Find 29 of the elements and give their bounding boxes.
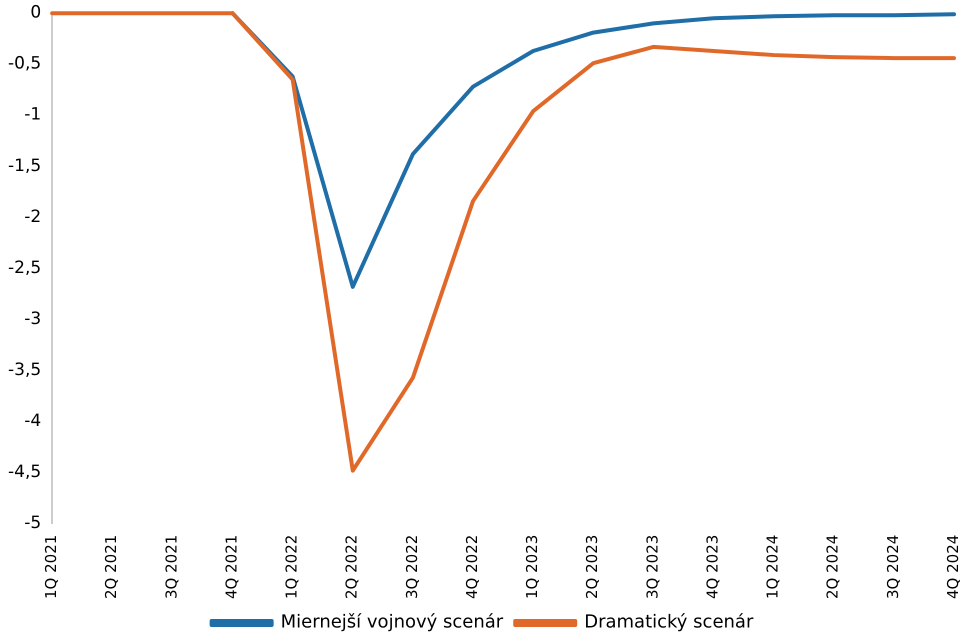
y-tick-label: -3 (24, 308, 42, 329)
x-tick-label: 1Q 2023 (523, 534, 542, 600)
x-tick-label: 4Q 2021 (222, 534, 240, 600)
x-tick-label: 4Q 2024 (944, 534, 962, 600)
y-tick-label: -2,5 (8, 258, 42, 278)
x-tick-label: 3Q 2021 (162, 534, 180, 600)
y-tick-label: -2 (24, 206, 42, 227)
x-tick-label: 3Q 2022 (402, 534, 421, 600)
y-tick-label: -3,5 (8, 360, 42, 380)
x-tick-label: 2Q 2022 (342, 534, 361, 600)
x-tick-label: 2Q 2021 (102, 534, 120, 600)
x-tick-label: 4Q 2022 (462, 534, 481, 600)
x-tick-label: 2Q 2024 (824, 534, 842, 600)
y-tick-label: -4,5 (8, 462, 42, 482)
legend-label: Dramatický scenár (584, 612, 754, 633)
x-tick-label: 4Q 2023 (703, 534, 722, 600)
x-tick-label: 1Q 2024 (764, 534, 782, 600)
x-tick-label: 1Q 2022 (282, 534, 301, 600)
legend-label: Miernejší vojnový scenár (280, 612, 504, 633)
y-tick-label: -1 (24, 104, 42, 125)
x-tick-label: 1Q 2021 (42, 534, 60, 600)
y-tick-label: -0,5 (8, 54, 42, 74)
y-tick-label: -4 (24, 411, 42, 432)
x-tick-label: 3Q 2024 (884, 534, 902, 600)
x-tick-label: 3Q 2023 (643, 534, 662, 600)
x-tick-label: 2Q 2023 (583, 534, 602, 600)
y-tick-label: 0 (30, 2, 42, 23)
y-tick-label: -1,5 (8, 156, 42, 176)
y-tick-label: -5 (24, 513, 42, 534)
